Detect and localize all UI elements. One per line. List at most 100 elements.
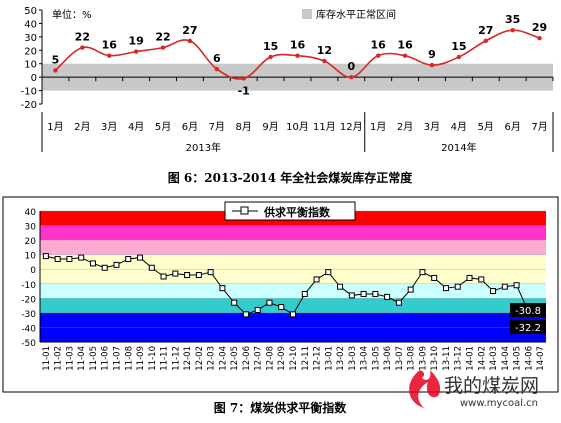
y-tick-label: -50 (21, 339, 36, 349)
data-point (337, 283, 344, 290)
data-point (372, 290, 379, 297)
x-tick-label: 13-10 (430, 346, 440, 371)
x-tick-label: 1月 (47, 121, 63, 133)
y-tick-label: -10 (21, 281, 36, 291)
data-point (278, 304, 285, 311)
data-point (254, 306, 261, 313)
data-point (187, 38, 193, 44)
annotation-box (510, 303, 546, 318)
y-tick-label: 30 (24, 33, 37, 44)
x-tick-label: 12-02 (195, 346, 205, 371)
x-tick-label: 9月 (262, 121, 278, 133)
x-tick-label: 3月 (424, 121, 440, 133)
band-legend-label: 库存水平正常区间 (316, 8, 396, 21)
x-tick-label: 11-01 (42, 346, 52, 371)
data-point (113, 261, 120, 268)
data-point (429, 62, 435, 68)
data-point (478, 276, 485, 283)
data-point (107, 53, 112, 58)
range-band (40, 225, 546, 241)
range-band (40, 283, 546, 299)
data-point (242, 311, 249, 318)
data-point (125, 256, 132, 263)
data-point (80, 45, 85, 50)
x-tick-label: 12-09 (277, 346, 287, 371)
x-tick-label: 13-11 (442, 346, 452, 371)
band-legend-swatch (302, 9, 312, 19)
x-tick-label: 11-06 (101, 346, 111, 371)
y-tick-label: 0 (31, 73, 37, 84)
y-tick-label: 0 (30, 266, 36, 276)
x-tick-label: 14-01 (466, 346, 476, 371)
data-point (184, 272, 191, 279)
x-tick-label: 14-02 (477, 346, 487, 371)
x-tick-label: 7月 (209, 121, 225, 133)
x-tick-label: 5月 (478, 121, 494, 133)
x-tick-label: 6月 (182, 121, 198, 133)
data-point (384, 293, 391, 300)
data-point (375, 53, 381, 58)
x-tick-label: 11-11 (160, 346, 170, 371)
data-label: -1 (238, 84, 250, 97)
data-point (313, 276, 320, 283)
x-tick-label: 11-10 (148, 346, 158, 371)
data-point (407, 286, 414, 293)
data-point (301, 290, 308, 297)
data-point (537, 36, 542, 41)
data-label: 12 (317, 44, 332, 57)
data-label: 19 (128, 35, 143, 48)
data-label: 22 (75, 31, 90, 44)
data-point (160, 273, 167, 280)
data-label: 29 (532, 21, 547, 34)
data-point (42, 253, 49, 260)
watermark-url: www.mycoal.cn (460, 398, 538, 409)
x-tick-label: 11-07 (112, 346, 122, 371)
x-tick-label: 13-03 (348, 346, 358, 371)
data-point (268, 54, 273, 60)
data-point (207, 269, 214, 276)
data-point (219, 285, 226, 292)
x-tick-label: 10月 (286, 121, 309, 133)
data-label: 16 (397, 39, 413, 52)
y-tick-label: -30 (21, 310, 36, 320)
data-point (172, 270, 179, 277)
data-point (466, 274, 473, 281)
y-tick-label: -40 (21, 324, 36, 334)
x-tick-label: 11-09 (136, 346, 146, 371)
data-point (501, 283, 508, 290)
unit-label: 单位：% (52, 8, 92, 21)
data-label: 9 (428, 48, 436, 61)
x-tick-label: 1月 (370, 121, 386, 133)
y-tick-label: -10 (21, 87, 37, 98)
data-point (89, 260, 96, 267)
data-point (454, 283, 461, 290)
x-tick-label: 14-06 (524, 346, 534, 371)
x-tick-label: 13-12 (454, 346, 464, 371)
data-label: 22 (155, 31, 170, 44)
x-tick-label: 11-08 (124, 346, 134, 371)
x-tick-label: 7月 (531, 121, 547, 133)
x-tick-label: 11-03 (65, 346, 75, 371)
caption-fig7: 图 7：煤炭供求平衡指数 (214, 400, 348, 415)
x-tick-label: 11-05 (89, 346, 99, 371)
data-point (231, 299, 238, 306)
data-label: 35 (505, 13, 520, 26)
y-tick-label: 20 (24, 46, 37, 57)
x-tick-label: 2月 (397, 121, 413, 133)
x-tick-label: 13-04 (360, 346, 370, 371)
x-tick-label: 8月 (236, 121, 252, 133)
x-tick-label: 12-03 (207, 346, 217, 371)
range-band (40, 240, 546, 255)
x-tick-label: 13-02 (336, 346, 346, 371)
data-point (295, 53, 300, 58)
x-tick-label: 13-07 (395, 346, 405, 371)
supply-demand-chart: 40 30 20 10 0 -10 -20 -30 -40 -50 11-01 11-02 11-03… (21, 201, 546, 371)
y-tick-label: 10 (24, 60, 37, 71)
data-label: 16 (102, 39, 118, 52)
data-point (214, 66, 220, 72)
x-tick-label: 3月 (101, 121, 117, 133)
data-label: 0 (347, 60, 355, 73)
data-point (419, 269, 426, 276)
data-point (195, 272, 202, 279)
